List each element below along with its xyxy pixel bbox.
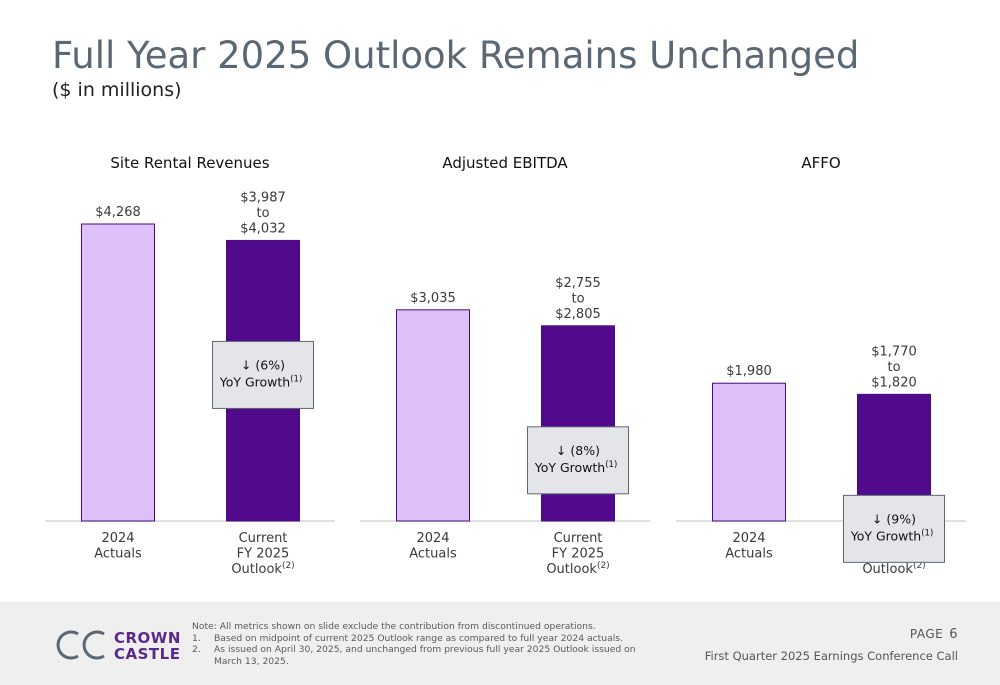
note-text: Note: All metrics shown on slide exclude… [192,621,596,632]
page-subtitle: ($ in millions) [52,79,182,101]
data-label: to [256,206,269,221]
data-label: $4,032 [240,221,286,236]
category-label: 2024 [732,531,765,546]
category-label: Outlook(2) [231,561,294,577]
logo-mark-icon [56,630,105,660]
footnote-number: 2. [192,644,201,655]
footnote-1: 1. Based on midpoint of current 2025 Out… [192,633,662,645]
logo-word-line1: CROWN [114,629,181,647]
yoy-growth-label: YoY Growth(1) [219,374,303,389]
category-label: 2024 [416,531,449,546]
data-label: $4,268 [95,205,141,220]
category-label: Actuals [725,547,773,562]
data-label: $3,035 [410,291,456,306]
category-label: Outlook(2) [862,561,925,577]
chart-title: Adjusted EBITDA [442,154,568,172]
chart-title: AFFO [801,154,840,172]
event-name: First Quarter 2025 Earnings Conference C… [704,649,958,663]
data-label: to [887,360,900,375]
page-number: 6 [949,627,958,642]
yoy-growth-superscript: (1) [605,460,617,470]
category-label: FY 2025 [237,547,290,562]
bar-charts: Site Rental Revenues$4,2682024Actuals$3,… [45,154,966,577]
footnotes: Note: All metrics shown on slide exclude… [192,621,662,667]
category-label: Current [239,531,288,546]
data-label: to [571,291,584,306]
page-title: Full Year 2025 Outlook Remains Unchanged [52,34,860,77]
bar-2024-actuals [81,223,155,522]
chart-title: Site Rental Revenues [110,154,269,172]
yoy-growth-value: ↓ (6%) [241,357,285,372]
yoy-growth-callout [527,426,629,495]
crown-castle-logo: CROWN CASTLE [52,628,212,664]
page-indicator: PAGE 6 [910,627,958,642]
yoy-growth-superscript: (1) [290,374,302,384]
bar-2024-actuals [396,309,470,522]
category-label: FY 2025 [552,547,605,562]
data-label: $1,770 [871,344,917,359]
yoy-growth-value: ↓ (8%) [556,443,600,458]
data-label: $2,755 [555,276,601,291]
yoy-growth-value: ↓ (9%) [872,511,916,526]
category-label: Actuals [409,547,457,562]
footnote-text: As issued on April 30, 2025, and unchang… [214,644,636,667]
logo-word-line2: CASTLE [114,645,181,663]
data-label: $1,980 [726,364,772,379]
yoy-growth-label: YoY Growth(1) [534,460,618,475]
yoy-growth-superscript: (1) [921,528,933,538]
page-label: PAGE [909,627,944,641]
bar-2024-actuals [712,382,786,522]
category-superscript: (2) [282,561,295,571]
yoy-growth-callout [212,340,314,409]
data-label: $1,820 [871,375,917,390]
footnote-text: Based on midpoint of current 2025 Outloo… [214,632,623,644]
footer: CROWN CASTLE Note: All metrics shown on … [0,602,1000,685]
category-superscript: (2) [913,561,926,571]
footnote-number: 1. [192,632,201,644]
category-label: Outlook(2) [546,561,609,577]
category-label: Actuals [94,547,142,562]
yoy-growth-label: YoY Growth(1) [850,528,934,543]
data-label: $2,805 [555,307,601,322]
category-label: Current [554,531,603,546]
category-superscript: (2) [597,561,610,571]
footnote-2: 2. As issued on April 30, 2025, and unch… [192,644,662,667]
data-label: $3,987 [240,190,286,205]
category-label: 2024 [101,531,134,546]
yoy-growth-callout [843,494,945,563]
